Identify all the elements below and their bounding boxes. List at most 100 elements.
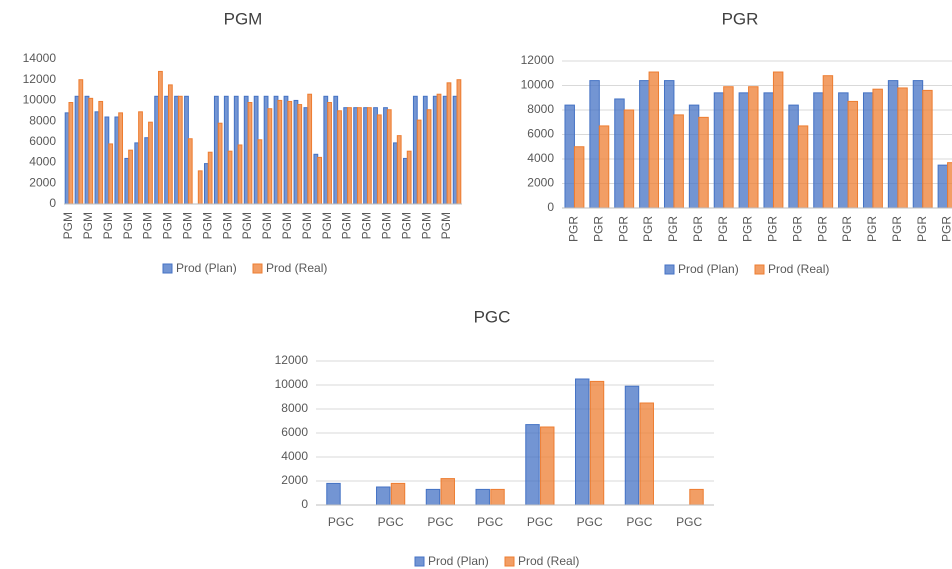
bar (217, 122, 223, 205)
bar (323, 95, 329, 205)
x-tick-label: PGR (641, 216, 655, 242)
x-tick-label: PGR (567, 216, 581, 242)
x-tick-label: PGR (790, 216, 804, 242)
x-tick-label: PGC (626, 515, 652, 529)
bar (947, 162, 952, 209)
bar (326, 482, 341, 506)
bar (174, 95, 179, 205)
bar (797, 125, 809, 209)
x-tick-label: PGM (320, 212, 334, 239)
bar (207, 151, 213, 205)
bar (283, 95, 289, 205)
x-tick-label: PGM (260, 212, 274, 239)
bar (475, 488, 490, 506)
bar (838, 92, 849, 209)
bar (614, 98, 625, 209)
bar (589, 380, 605, 506)
bar (333, 95, 339, 205)
y-tick-label: 4000 (281, 449, 308, 463)
x-tick-label: PGR (766, 216, 780, 242)
bar (912, 80, 924, 209)
x-tick-label: PGR (741, 216, 755, 242)
bar (154, 95, 160, 205)
x-tick-label: PGR (865, 216, 879, 242)
bar (446, 82, 452, 205)
bar (357, 107, 362, 205)
y-tick-label: 12000 (23, 72, 57, 86)
bar (623, 109, 635, 209)
legend-swatch (754, 264, 765, 275)
y-tick-label: 10000 (23, 93, 57, 107)
bar (64, 112, 70, 205)
x-tick-label: PGM (181, 212, 195, 239)
bar (144, 137, 150, 205)
y-tick-label: 10000 (521, 78, 555, 92)
y-tick-label: 4000 (29, 155, 56, 169)
x-tick-label: PGC (378, 515, 404, 529)
bar (648, 71, 660, 209)
x-tick-label: PGM (61, 212, 75, 239)
bar (98, 100, 104, 205)
bar (922, 89, 933, 209)
bar (124, 157, 130, 205)
bar (164, 95, 169, 205)
bar (118, 112, 124, 205)
bar (257, 139, 263, 205)
x-tick-label: PGM (280, 212, 294, 239)
x-tick-label: PGC (527, 515, 553, 529)
bar (788, 104, 799, 209)
bar (203, 163, 209, 205)
y-tick-label: 8000 (281, 401, 308, 415)
bar (452, 95, 458, 205)
bar (598, 125, 610, 209)
y-tick-label: 0 (301, 497, 308, 511)
bar (347, 107, 352, 205)
bar (307, 93, 313, 205)
bar (393, 142, 398, 205)
bar (343, 107, 349, 205)
legend-label: Prod (Plan) (428, 554, 489, 568)
legend-swatch (664, 264, 675, 275)
bar (317, 156, 323, 205)
x-tick-label: PGM (340, 212, 354, 239)
bar (88, 97, 94, 205)
x-tick-label: PGR (616, 216, 630, 242)
bar (128, 149, 133, 205)
bar (624, 385, 640, 506)
bar (84, 95, 90, 205)
bar (589, 80, 600, 209)
y-tick-label: 12000 (275, 353, 309, 367)
bar (540, 426, 555, 506)
legend-label: Prod (Plan) (176, 261, 237, 275)
bar (738, 92, 750, 209)
legend-swatch (162, 263, 173, 274)
x-tick-label: PGR (940, 216, 952, 242)
bar (184, 95, 189, 205)
bar (114, 116, 120, 205)
bar (416, 119, 422, 205)
y-tick-label: 12000 (521, 53, 555, 67)
bar (177, 95, 183, 205)
x-tick-label: PGM (439, 212, 453, 239)
bar (237, 144, 243, 205)
bar (402, 157, 408, 205)
bar (573, 146, 585, 209)
y-tick-label: 4000 (527, 151, 554, 165)
bar (293, 99, 299, 205)
bar (663, 80, 675, 209)
bar (525, 424, 540, 506)
x-tick-label: PGR (840, 216, 854, 242)
legend-swatch (252, 263, 263, 274)
chart-title: PGC (474, 307, 511, 326)
bar (366, 107, 372, 205)
x-tick-label: PGR (815, 216, 829, 242)
bar (406, 150, 412, 205)
bar (313, 153, 319, 205)
y-tick-label: 8000 (527, 102, 554, 116)
x-tick-label: PGM (300, 212, 314, 239)
bar (396, 135, 402, 205)
x-tick-label: PGR (890, 216, 904, 242)
legend-swatch (414, 556, 425, 567)
x-tick-label: PGM (121, 212, 135, 239)
